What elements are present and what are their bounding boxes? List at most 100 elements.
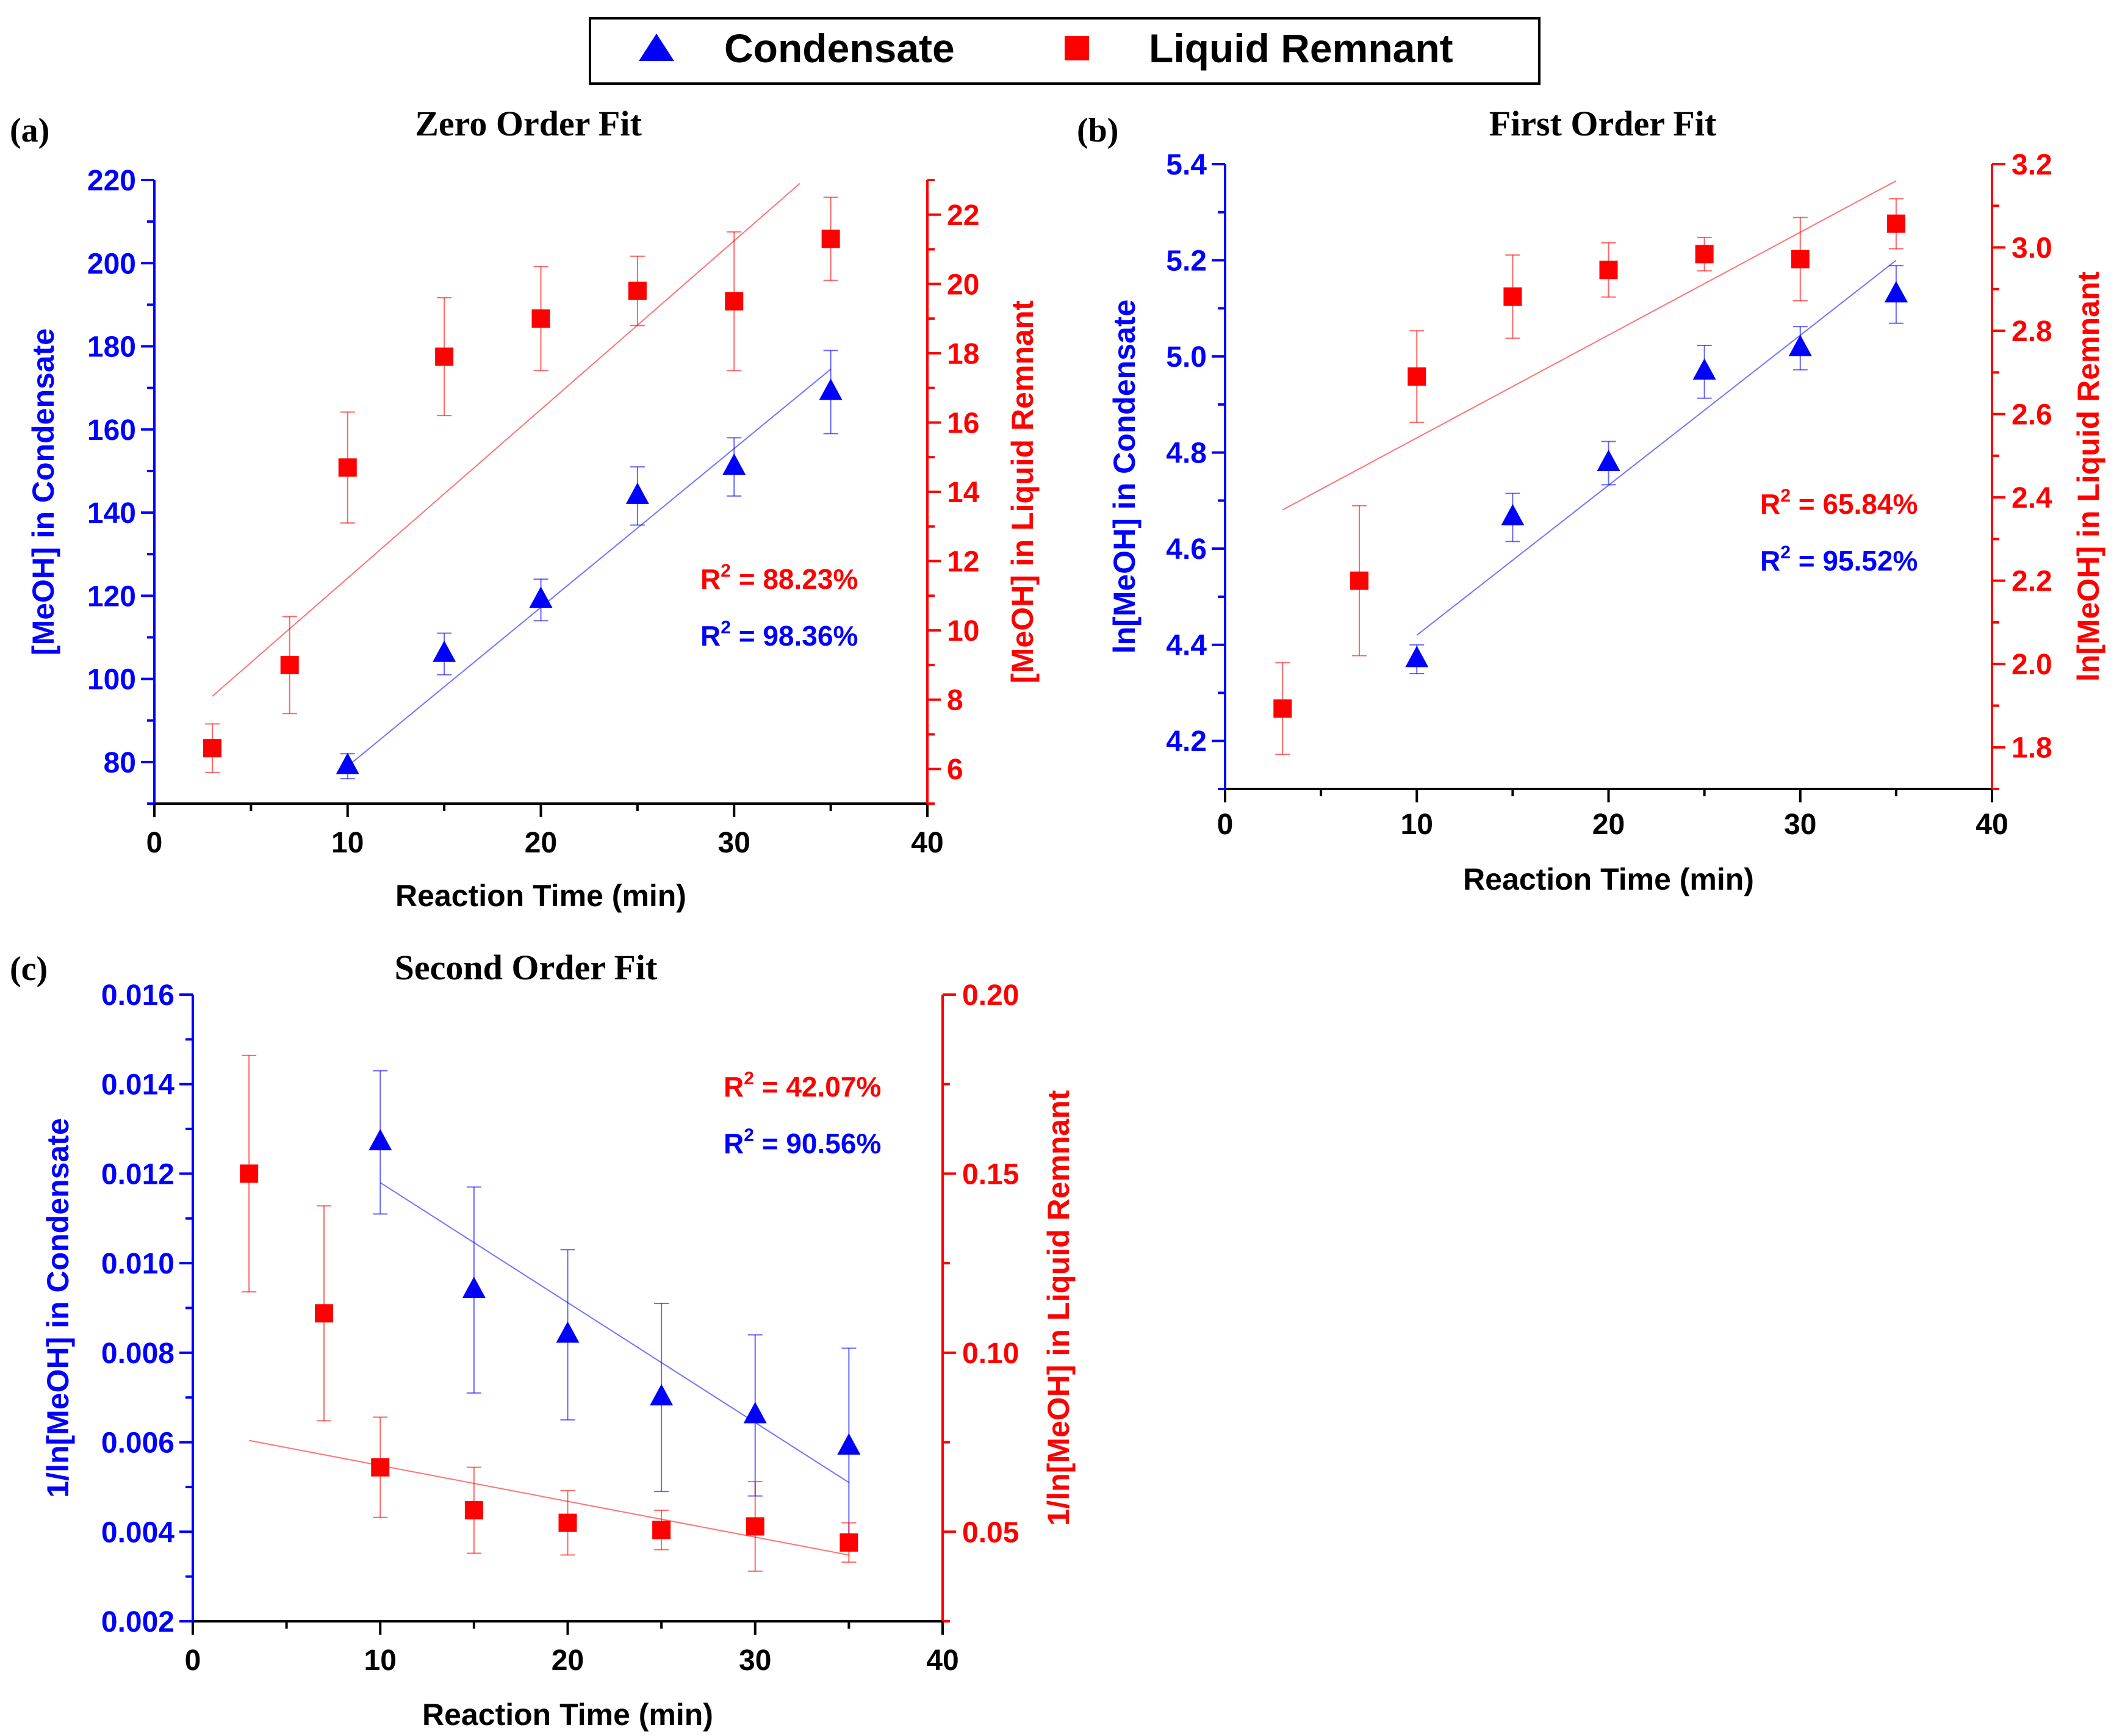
x-tick-label: 10 (1401, 809, 1433, 841)
panel-a: (a) Zero Order Fit 0 10 20 30 40 80 100 120 140 160… (10, 104, 1040, 913)
condensate-marker (650, 1384, 674, 1406)
panel-label: (c) (10, 950, 48, 988)
liquid-remnant-marker (435, 347, 454, 366)
y-tick-label-right: 20 (947, 268, 979, 301)
legend: Condensate Liquid Remnant (589, 17, 1541, 85)
condensate-marker (743, 1402, 767, 1424)
liquid-remnant-marker (1695, 245, 1714, 264)
x-tick-label: 20 (525, 827, 557, 859)
y-tick-label-left: 4.6 (1166, 533, 1207, 566)
y-tick-label-left: 200 (87, 248, 136, 280)
condensate-fit-line (1416, 259, 1897, 636)
r-squared-part: = 88.23% (731, 563, 858, 595)
y-axis-label-right: ln[MeOH] in Liquid Remnant (2071, 272, 2105, 682)
liquid-remnant-marker (725, 292, 744, 311)
x-tick-label: 10 (364, 1644, 397, 1677)
x-tick-label: 30 (718, 827, 750, 859)
y-tick-label-right: 14 (947, 477, 980, 509)
y-tick-label-right: 0.10 (962, 1338, 1019, 1370)
x-tick-label: 40 (926, 1644, 958, 1677)
r-squared-part: = 42.07% (754, 1071, 881, 1103)
liquid-remnant-marker (1503, 287, 1522, 306)
x-tick-label: 40 (911, 827, 943, 859)
y-tick-label-left: 5.2 (1166, 245, 1207, 278)
panel-label: (b) (1077, 112, 1118, 149)
r-squared-annotation: R2 = 42.07% (724, 1068, 881, 1103)
y-tick-label-right: 0.05 (962, 1516, 1019, 1549)
y-axis-label-right: [MeOH] in Liquid Remnant (1005, 300, 1040, 683)
liquid-remnant-marker (1599, 261, 1618, 279)
liquid-remnant-marker (203, 739, 222, 758)
legend-square-marker (1065, 36, 1089, 60)
y-tick-label-right: 18 (947, 338, 979, 370)
y-tick-label-right: 1.8 (2012, 732, 2052, 765)
r-squared-part: 2 (721, 561, 731, 581)
x-tick-label: 0 (146, 827, 163, 859)
y-tick-label-left: 0.012 (101, 1158, 174, 1190)
liquid-remnant-marker (628, 281, 647, 300)
r-squared-part: 2 (1780, 486, 1791, 506)
r-squared-part: = 98.36% (731, 620, 858, 652)
liquid-remnant-marker (315, 1304, 334, 1323)
y-tick-label-left: 180 (87, 331, 136, 364)
condensate-marker (1501, 503, 1525, 525)
r-squared-annotation: R2 = 98.36% (700, 618, 858, 652)
liquid-remnant-marker (371, 1458, 390, 1477)
y-tick-label-left: 5.4 (1166, 149, 1207, 181)
y-tick-label-right: 0.20 (962, 979, 1019, 1012)
panel-b: (b) First Order Fit 0 10 20 30 40 4.2 4.4 4.6 4.8 5… (1077, 104, 2105, 896)
y-tick-label-left: 0.010 (101, 1248, 174, 1280)
condensate-marker (625, 482, 649, 504)
condensate-marker (529, 586, 553, 608)
y-tick-label-left: 4.8 (1166, 438, 1207, 470)
y-axis-label-left: ln[MeOH] in Condensate (1107, 300, 1142, 654)
r-squared-annotation: R2 = 88.23% (700, 561, 858, 595)
liquid-remnant-marker (1273, 699, 1292, 718)
condensate-marker (556, 1321, 580, 1343)
condensate-marker (722, 453, 746, 475)
condensate-marker (1405, 646, 1429, 668)
r-squared-part: R (724, 1071, 744, 1103)
x-axis-label: Reaction Time (min) (1463, 862, 1754, 896)
r-squared-part: = 90.56% (754, 1128, 881, 1159)
condensate-fit-line (379, 1182, 849, 1483)
liquid-remnant-marker (840, 1533, 858, 1552)
r-squared-part: R (1760, 545, 1780, 577)
condensate-marker (462, 1277, 486, 1298)
y-tick-label-right: 6 (947, 754, 963, 786)
liquid-remnant-fit-line (212, 182, 800, 697)
y-tick-label-right: 2.0 (2012, 649, 2052, 681)
liquid-remnant-marker (464, 1501, 483, 1520)
y-tick-label-left: 0.016 (101, 979, 174, 1012)
condensate-marker (1788, 334, 1812, 356)
liquid-remnant-marker (280, 655, 299, 674)
r-squared-annotation: R2 = 65.84% (1760, 486, 1918, 520)
y-tick-label-right: 2.6 (2012, 399, 2052, 431)
y-tick-label-left: 0.008 (101, 1338, 174, 1370)
r-squared-part: R (700, 620, 721, 652)
y-tick-label-right: 2.2 (2012, 566, 2052, 598)
r-squared-part: R (724, 1128, 744, 1159)
y-tick-label-left: 5.0 (1166, 341, 1207, 373)
condensate-marker (1692, 358, 1716, 380)
y-tick-label-left: 120 (87, 580, 136, 613)
y-tick-label-left: 0.004 (101, 1516, 174, 1549)
x-tick-label: 0 (185, 1644, 201, 1677)
liquid-remnant-marker (1408, 367, 1426, 386)
liquid-remnant-marker (1350, 571, 1368, 590)
x-tick-label: 20 (1592, 809, 1625, 841)
y-tick-label-left: 4.2 (1166, 726, 1207, 758)
liquid-remnant-marker (338, 458, 357, 477)
r-squared-part: = 65.84% (1791, 488, 1918, 520)
condensate-marker (1884, 281, 1908, 303)
r-squared-part: 2 (744, 1068, 754, 1089)
r-squared-part: 2 (744, 1125, 754, 1145)
y-tick-label-left: 100 (87, 664, 136, 696)
liquid-remnant-marker (1886, 214, 1905, 233)
y-tick-label-left: 160 (87, 414, 136, 447)
legend-remnant-label: Liquid Remnant (1149, 26, 1453, 71)
y-tick-label-right: 8 (947, 685, 963, 717)
panel-c: (c) Second Order Fit 0 10 20 30 40 0.002 0.004 0.… (10, 948, 1076, 1732)
